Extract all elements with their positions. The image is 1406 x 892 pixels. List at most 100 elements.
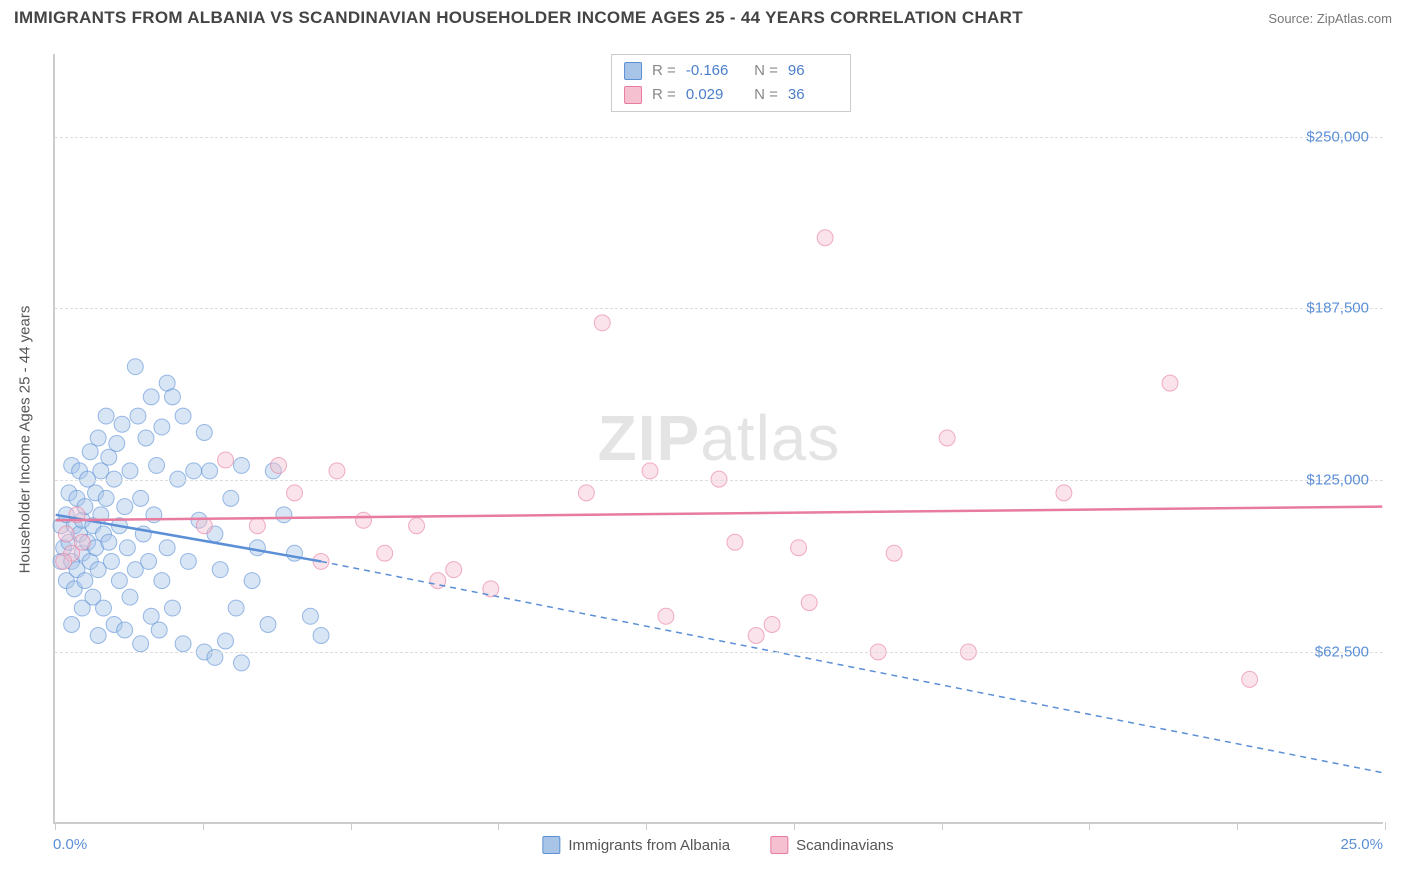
data-point: [77, 573, 93, 589]
data-point: [1056, 485, 1072, 501]
data-point: [287, 485, 303, 501]
data-point: [249, 518, 265, 534]
x-tick: [794, 822, 795, 830]
n-value: 96: [788, 59, 838, 83]
series-legend: Immigrants from Albania Scandinavians: [542, 836, 893, 854]
y-axis-label: Householder Income Ages 25 - 44 years: [17, 305, 34, 573]
chart-plot-area: ZIPatlas R =-0.166 N =96R =0.029 N =36 $…: [53, 54, 1383, 824]
data-point: [244, 573, 260, 589]
data-point: [228, 600, 244, 616]
correlation-legend: R =-0.166 N =96R =0.029 N =36: [611, 54, 851, 112]
legend-row: R = -0.166 N = 96: [624, 59, 838, 83]
gridline-h: [55, 308, 1383, 309]
data-point: [96, 600, 112, 616]
data-point: [748, 628, 764, 644]
data-point: [817, 230, 833, 246]
data-point: [170, 471, 186, 487]
legend-item: Scandinavians: [770, 836, 894, 854]
x-tick: [1237, 822, 1238, 830]
x-tick: [942, 822, 943, 830]
data-point: [377, 545, 393, 561]
data-point: [149, 457, 165, 473]
n-label: N =: [746, 59, 778, 83]
data-point: [196, 518, 212, 534]
data-point: [154, 573, 170, 589]
data-point: [409, 518, 425, 534]
r-value: 0.029: [686, 83, 736, 107]
legend-swatch: [624, 62, 642, 80]
data-point: [98, 490, 114, 506]
gridline-h: [55, 137, 1383, 138]
data-point: [141, 553, 157, 569]
y-tick-label: $187,500: [1306, 300, 1369, 317]
data-point: [642, 463, 658, 479]
chart-title: IMMIGRANTS FROM ALBANIA VS SCANDINAVIAN …: [14, 8, 1023, 28]
data-point: [122, 589, 138, 605]
data-point: [196, 425, 212, 441]
y-tick-label: $250,000: [1306, 128, 1369, 145]
data-point: [109, 436, 125, 452]
data-point: [1162, 375, 1178, 391]
data-point: [249, 540, 265, 556]
legend-swatch: [542, 836, 560, 854]
data-point: [111, 573, 127, 589]
data-point: [186, 463, 202, 479]
r-label: R =: [652, 59, 676, 83]
data-point: [90, 628, 106, 644]
data-point: [329, 463, 345, 479]
data-point: [764, 617, 780, 633]
data-point: [212, 562, 228, 578]
source-link[interactable]: ZipAtlas.com: [1317, 11, 1392, 26]
data-point: [117, 499, 133, 515]
trend-line: [56, 507, 1383, 521]
data-point: [90, 430, 106, 446]
x-tick: [498, 822, 499, 830]
data-point: [1242, 671, 1258, 687]
data-point: [233, 655, 249, 671]
data-point: [446, 562, 462, 578]
data-point: [594, 315, 610, 331]
data-point: [202, 463, 218, 479]
data-point: [138, 430, 154, 446]
x-tick: [55, 822, 56, 830]
data-point: [260, 617, 276, 633]
data-point: [117, 622, 133, 638]
data-point: [133, 490, 149, 506]
data-point: [939, 430, 955, 446]
data-point: [223, 490, 239, 506]
x-axis-max-label: 25.0%: [1340, 836, 1383, 853]
data-point: [791, 540, 807, 556]
data-point: [106, 471, 122, 487]
data-point: [130, 408, 146, 424]
data-point: [218, 633, 234, 649]
legend-row: R =0.029 N =36: [624, 83, 838, 107]
r-label: R =: [652, 83, 676, 107]
scatter-svg: [55, 54, 1383, 822]
r-value: -0.166: [686, 59, 736, 83]
data-point: [302, 608, 318, 624]
legend-swatch: [624, 86, 642, 104]
data-point: [143, 389, 159, 405]
data-point: [313, 628, 329, 644]
data-point: [180, 553, 196, 569]
data-point: [151, 622, 167, 638]
legend-label: Scandinavians: [796, 837, 894, 854]
n-label: N =: [746, 83, 778, 107]
data-point: [101, 534, 117, 550]
y-tick-label: $62,500: [1315, 644, 1369, 661]
data-point: [658, 608, 674, 624]
data-point: [58, 526, 74, 542]
trend-line-extrapolated: [321, 561, 1382, 772]
data-point: [578, 485, 594, 501]
data-point: [276, 507, 292, 523]
data-point: [119, 540, 135, 556]
source-credit: Source: ZipAtlas.com: [1268, 11, 1392, 26]
gridline-h: [55, 652, 1383, 653]
legend-label: Immigrants from Albania: [568, 837, 730, 854]
data-point: [886, 545, 902, 561]
data-point: [801, 595, 817, 611]
data-point: [164, 600, 180, 616]
x-tick: [1385, 822, 1386, 830]
x-tick: [646, 822, 647, 830]
data-point: [164, 389, 180, 405]
